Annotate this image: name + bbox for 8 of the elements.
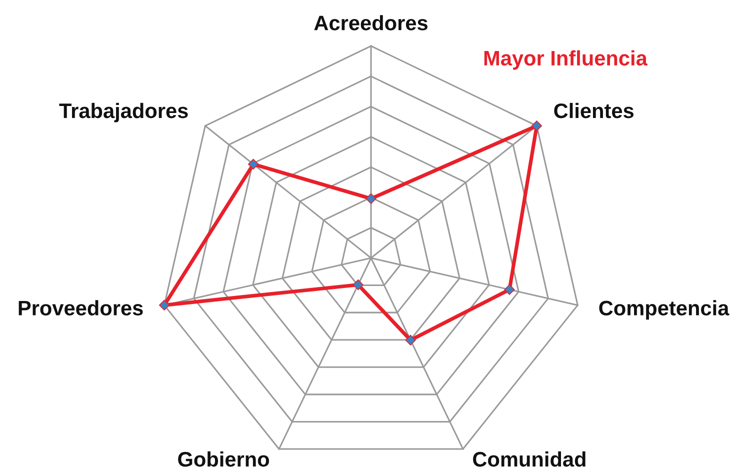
- spoke-label: Gobierno: [178, 451, 270, 467]
- spoke-label: Trabajadores: [59, 102, 188, 122]
- spoke-label: Acreedores: [314, 15, 428, 30]
- text: Mayor Influencia: [484, 50, 648, 70]
- spoke-label: Proveedores: [18, 300, 143, 316]
- spoke-label: Competencia: [599, 300, 730, 320]
- spoke-label: Comunidad: [473, 451, 586, 467]
- spoke-label: Clientes: [554, 102, 634, 118]
